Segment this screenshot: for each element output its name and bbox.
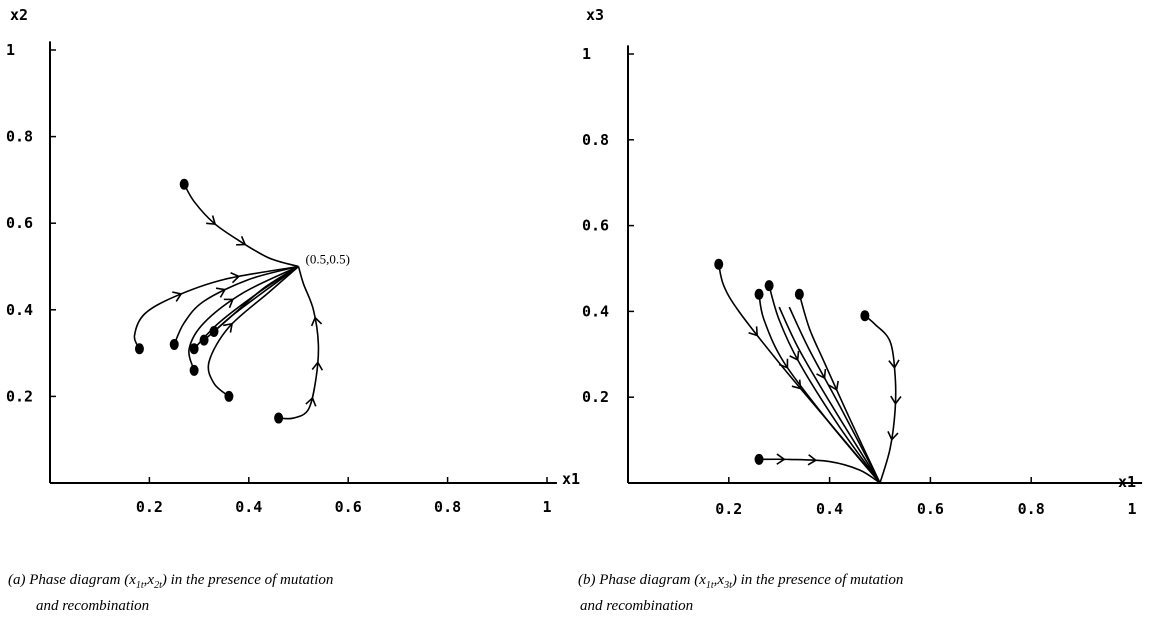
direction-arrow [890, 395, 902, 406]
x-tick-label: 0.8 [1018, 500, 1045, 518]
direction-arrow [230, 271, 241, 284]
trajectory-4 [778, 306, 881, 484]
direction-arrow [778, 358, 789, 369]
x-tick-label: 0.4 [235, 498, 262, 516]
trajectory-2 [758, 294, 881, 484]
direction-arrow [311, 361, 324, 371]
y-axis-title: x2 [10, 6, 28, 24]
y-tick-label: 0.2 [582, 388, 609, 406]
trajectory-3 [173, 265, 299, 345]
y-tick-label: 0.8 [582, 131, 609, 149]
initial-point [169, 338, 179, 350]
y-tick-label: 0.6 [6, 214, 33, 232]
caption-a-line1: (a) Phase diagram (x1t,x2t) in the prese… [8, 572, 334, 591]
trajectory-8 [864, 315, 897, 484]
initial-point [199, 334, 209, 346]
direction-arrow [223, 322, 234, 333]
x-tick-label: 0.6 [335, 498, 362, 516]
trajectory-3 [768, 285, 881, 484]
direction-arrow [310, 316, 323, 327]
direction-arrow [816, 368, 827, 380]
trajectory-5 [193, 265, 299, 350]
direction-arrow [807, 454, 818, 466]
direction-arrow [776, 453, 786, 465]
x-tick-label: 1 [542, 498, 551, 516]
initial-point [189, 343, 199, 355]
initial-point [754, 453, 764, 465]
caption-a-line2: and recombination [36, 598, 150, 614]
initial-point [794, 288, 804, 300]
direction-arrow [789, 350, 800, 362]
direction-arrow [748, 326, 759, 337]
x-tick-label: 0.8 [434, 498, 461, 516]
x-tick-label: 0.2 [715, 500, 742, 518]
caption-b-line2: and recombination [580, 598, 694, 614]
y-tick-label: 0.4 [6, 301, 33, 319]
y-tick-label: 0.4 [582, 302, 609, 320]
direction-arrow [888, 359, 900, 370]
phase-diagram-a: 0.2 0.4 0.6 0.8 1 0.2 0.4 0.6 0.8 1 x1 x2 (0.5,0.5) [6, 6, 580, 516]
equilibrium-label: (0.5,0.5) [306, 252, 350, 267]
y-tick-label: 0.8 [6, 128, 33, 146]
caption-b-line1: (b) Phase diagram (x1t,x3t) in the prese… [578, 572, 904, 591]
initial-point [860, 310, 870, 322]
x-tick-label: 1 [1127, 500, 1136, 518]
x-tick-label: 0.2 [136, 498, 163, 516]
direction-arrow [172, 291, 183, 302]
direction-arrow [305, 396, 317, 407]
phase-diagram-b: 0.2 0.4 0.6 0.8 1 0.2 0.4 0.6 0.8 1 x1 x3 [582, 6, 1143, 518]
direction-arrow [828, 380, 839, 392]
y-axis-title: x3 [586, 6, 604, 24]
direction-arrow [887, 431, 899, 441]
x-axis-title: x1 [1118, 473, 1136, 491]
direction-arrow [791, 379, 802, 390]
y-tick-label: 1 [6, 41, 15, 59]
initial-point [754, 288, 764, 300]
initial-point [179, 178, 189, 190]
y-tick-label: 1 [582, 45, 591, 63]
direction-arrow [223, 298, 235, 309]
trajectory-1 [183, 183, 299, 268]
x-tick-label: 0.6 [917, 500, 944, 518]
initial-point [209, 325, 219, 337]
trajectory-9 [278, 266, 320, 420]
x-axis-title: x1 [562, 470, 580, 488]
trajectory-7 [759, 458, 881, 484]
initial-point [274, 412, 284, 424]
direction-arrow [215, 287, 227, 298]
initial-point [134, 343, 144, 355]
direction-arrow [236, 235, 247, 246]
initial-point [189, 364, 199, 376]
trajectory-6 [798, 294, 881, 484]
y-tick-label: 0.2 [6, 387, 33, 405]
y-tick-label: 0.6 [582, 217, 609, 235]
trajectory-7 [213, 265, 299, 333]
trajectory-8 [207, 265, 300, 398]
trajectory-4 [188, 265, 299, 371]
initial-point [714, 258, 724, 270]
trajectory-2 [133, 265, 299, 350]
direction-arrow [206, 215, 217, 226]
x-tick-label: 0.4 [816, 500, 843, 518]
trajectory-5 [788, 306, 881, 484]
initial-point [764, 280, 774, 292]
initial-point [224, 390, 234, 402]
